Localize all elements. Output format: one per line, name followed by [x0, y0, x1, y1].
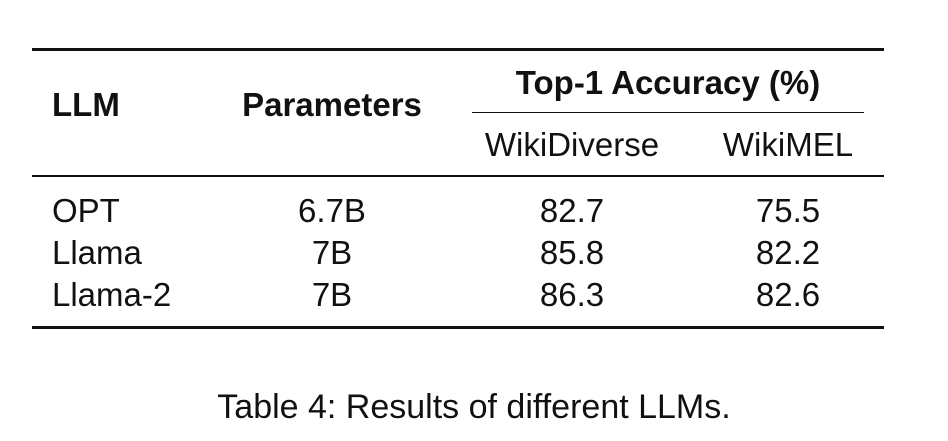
- row-llama2-wikidiverse: 86.3: [539, 276, 605, 313]
- header-rule: [32, 175, 884, 177]
- header-top1-accuracy: Top-1 Accuracy (%): [515, 64, 821, 101]
- row-opt-llm: OPT: [52, 192, 120, 229]
- row-llama2-parameters: 7B: [311, 276, 353, 313]
- row-llama-wikidiverse: 85.8: [539, 234, 605, 271]
- top-rule: [32, 48, 884, 51]
- row-llama-parameters: 7B: [311, 234, 353, 271]
- row-llama2-llm: Llama-2: [52, 276, 172, 313]
- results-table: LLM Parameters Top-1 Accuracy (%) WikiDi…: [32, 48, 884, 330]
- row-opt-parameters: 6.7B: [298, 192, 366, 229]
- row-llama-llm: Llama: [52, 234, 142, 271]
- header-wikimel: WikiMEL: [722, 126, 854, 163]
- row-opt-wikidiverse: 82.7: [539, 192, 605, 229]
- table-caption: Table 4: Results of different LLMs.: [217, 388, 731, 426]
- bottom-rule: [32, 326, 884, 329]
- row-llama2-wikimel: 82.6: [755, 276, 821, 313]
- row-llama-wikimel: 82.2: [755, 234, 821, 271]
- row-opt-wikimel: 75.5: [755, 192, 821, 229]
- group-underline: [472, 112, 864, 113]
- header-parameters: Parameters: [242, 86, 422, 123]
- header-llm: LLM: [52, 86, 120, 123]
- header-wikidiverse: WikiDiverse: [484, 126, 660, 163]
